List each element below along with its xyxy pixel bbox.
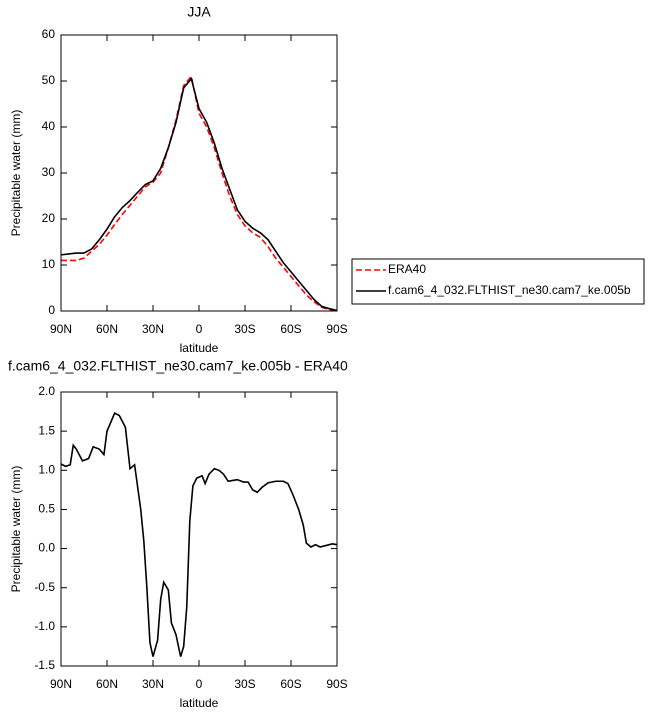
y-tick-label: 0.0 [38, 541, 55, 555]
y-tick-label: 2.0 [38, 384, 55, 398]
y-tick-label: 0 [48, 303, 55, 317]
y-tick-label: 30 [42, 165, 56, 179]
chart-title: JJA [187, 4, 211, 20]
legend-box [351, 258, 645, 305]
y-tick-label: -1.5 [34, 658, 55, 672]
x-tick-label: 30S [234, 322, 255, 336]
y-axis-label: Precipitable water (mm) [9, 110, 23, 237]
plot-frame [60, 391, 338, 667]
legend-label: ERA40 [388, 262, 426, 276]
x-axis-label: latitude [180, 696, 219, 710]
y-tick-label: -0.5 [34, 580, 55, 594]
y-tick-label: 10 [42, 257, 56, 271]
y-axis-label: Precipitable water (mm) [9, 466, 23, 593]
x-tick-label: 60S [280, 677, 301, 691]
x-tick-label: 30N [142, 322, 164, 336]
x-tick-label: 60S [280, 322, 301, 336]
x-tick-label: 90N [50, 322, 72, 336]
data-line [60, 76, 338, 312]
x-tick-label: 60N [96, 322, 118, 336]
data-line [60, 412, 338, 657]
y-tick-label: 60 [42, 27, 56, 41]
x-tick-label: 90S [326, 677, 347, 691]
x-tick-label: 0 [196, 677, 203, 691]
y-tick-label: 20 [42, 211, 56, 225]
x-axis-label: latitude [180, 341, 219, 355]
y-tick-label: 1.0 [38, 462, 55, 476]
chart-title: f.cam6_4_032.FLTHIST_ne30.cam7_ke.005b -… [8, 358, 348, 374]
x-tick-label: 30S [234, 677, 255, 691]
x-tick-label: 0 [196, 322, 203, 336]
x-tick-label: 30N [142, 677, 164, 691]
y-tick-label: 40 [42, 119, 56, 133]
plot-frame [60, 34, 338, 312]
x-tick-label: 90S [326, 322, 347, 336]
data-line [61, 74, 338, 312]
y-tick-label: -1.0 [34, 619, 55, 633]
x-tick-label: 90N [50, 677, 72, 691]
y-tick-label: 1.5 [38, 423, 55, 437]
x-tick-label: 60N [96, 677, 118, 691]
y-tick-label: 50 [42, 73, 56, 87]
y-tick-label: 0.5 [38, 502, 55, 516]
legend-label: f.cam6_4_032.FLTHIST_ne30.cam7_ke.005b [388, 283, 631, 297]
